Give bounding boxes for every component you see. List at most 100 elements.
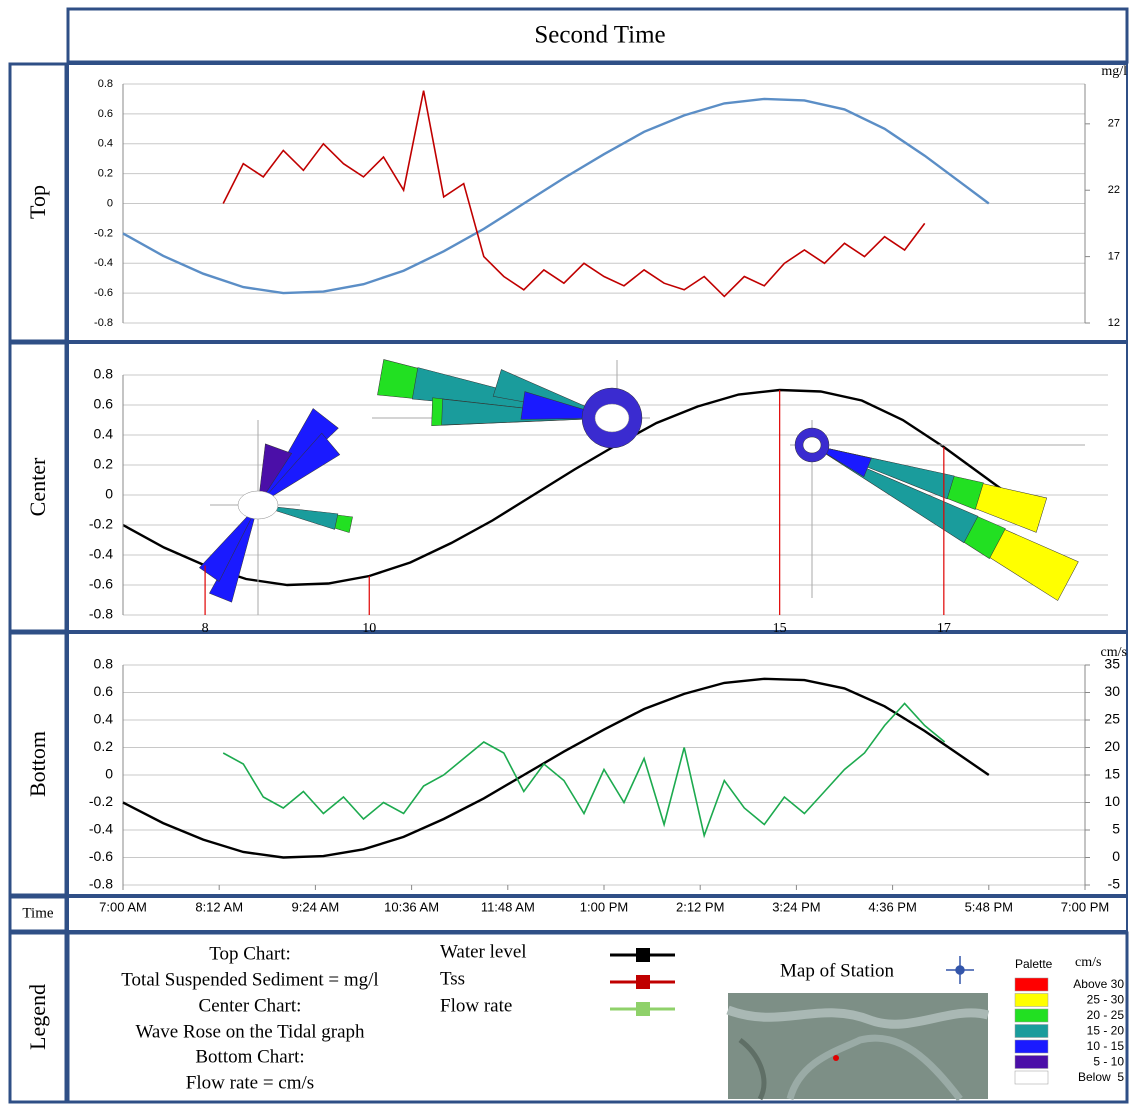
y-tick-label: 0.4	[98, 138, 113, 150]
palette-label: 10 - 15	[1087, 1039, 1125, 1053]
y2-axis-label: mg/l	[1101, 64, 1127, 79]
y-tick-label: -0.4	[89, 546, 113, 562]
y-tick-label: 0.6	[94, 683, 114, 699]
legend-label: Flow rate	[440, 995, 512, 1016]
palette-label: 15 - 20	[1087, 1024, 1125, 1038]
y-tick-label: -0.6	[89, 576, 113, 592]
legend-note: Bottom Chart:	[195, 1046, 304, 1067]
x-tick-label: 4:36 PM	[868, 899, 916, 914]
legend-marker	[636, 948, 650, 962]
palette-label: Below 5	[1078, 1070, 1124, 1084]
rose-center	[238, 491, 278, 519]
y-tick-label: -0.6	[89, 848, 113, 864]
y-tick-label: -0.4	[94, 257, 113, 269]
y-tick-label: -0.4	[89, 821, 113, 837]
x-tick-label: 3:24 PM	[772, 899, 820, 914]
y2-tick-label: 27	[1108, 118, 1120, 130]
y-tick-label: -0.2	[89, 793, 113, 809]
rose-center	[803, 437, 821, 453]
palette-label: Above 30	[1073, 977, 1124, 991]
y2-tick-label: 5	[1112, 821, 1120, 837]
palette-swatch	[1015, 1040, 1048, 1053]
rose-center	[595, 404, 629, 432]
row-label: Bottom	[25, 731, 50, 797]
y-tick-label: 0.8	[94, 656, 114, 672]
y2-tick-label: 20	[1104, 738, 1120, 754]
y-tick-label: 0	[107, 197, 113, 209]
palette-swatch	[1015, 978, 1048, 991]
row-label: Top	[25, 185, 50, 219]
map-title: Map of Station	[780, 960, 894, 981]
palette-unit: cm/s	[1075, 955, 1101, 970]
x-tick-label: 8	[202, 621, 209, 636]
x-tick-label: 15	[773, 621, 787, 636]
x-tick-label: 5:48 PM	[965, 899, 1013, 914]
legend-marker	[636, 975, 650, 989]
x-tick-label: 8:12 AM	[195, 899, 243, 914]
station-map	[728, 993, 988, 1099]
y2-tick-label: 15	[1104, 766, 1120, 782]
x-tick-label: 11:48 AM	[481, 899, 535, 914]
y-tick-label: -0.8	[89, 876, 113, 892]
compass-center	[956, 966, 964, 974]
y-tick-label: -0.8	[94, 317, 113, 329]
row-label: Legend	[25, 984, 50, 1050]
figure: Second Time Top Center Bottom Time Legen…	[0, 0, 1129, 1104]
palette-title: Palette	[1015, 957, 1053, 971]
x-tick-label: 10:36 AM	[384, 899, 439, 914]
x-tick-label: 17	[937, 621, 951, 636]
palette-swatch	[1015, 1025, 1048, 1038]
y-tick-label: 0.4	[94, 426, 114, 442]
y-tick-label: 0.6	[94, 396, 114, 412]
legend-note: Flow rate = cm/s	[186, 1072, 314, 1093]
y-tick-label: 0.8	[94, 366, 114, 382]
palette-swatch	[1015, 994, 1048, 1007]
palette-swatch	[1015, 1071, 1048, 1084]
y2-tick-label: 10	[1104, 793, 1120, 809]
y-tick-label: -0.2	[94, 227, 113, 239]
legend-note: Top Chart:	[209, 943, 291, 964]
y-tick-label: 0	[105, 766, 113, 782]
panel-box	[68, 633, 1127, 895]
x-tick-label: 7:00 AM	[99, 899, 147, 914]
y-tick-label: -0.2	[89, 516, 113, 532]
y2-axis-label: cm/s	[1101, 645, 1127, 660]
y2-tick-label: 17	[1108, 251, 1120, 263]
y-tick-label: 0.2	[94, 738, 114, 754]
row-label: Time	[22, 905, 53, 921]
y-tick-label: 0	[105, 486, 113, 502]
y-tick-label: -0.8	[89, 606, 113, 622]
x-tick-label: 2:12 PM	[676, 899, 724, 914]
y2-tick-label: -5	[1108, 876, 1121, 892]
y-tick-label: -0.6	[94, 287, 113, 299]
legend-label: Tss	[440, 968, 465, 989]
panel-box	[68, 64, 1127, 341]
page-title: Second Time	[534, 22, 665, 49]
palette-swatch	[1015, 1009, 1048, 1022]
y-tick-label: 0.6	[98, 108, 113, 120]
y-tick-label: 0.8	[98, 78, 113, 90]
legend-note: Wave Rose on the Tidal graph	[135, 1021, 365, 1042]
palette-label: 20 - 25	[1087, 1008, 1125, 1022]
station-marker	[833, 1055, 839, 1061]
y2-tick-label: 12	[1108, 317, 1120, 329]
x-tick-label: 7:00 PM	[1061, 899, 1109, 914]
legend-note: Total Suspended Sediment = mg/l	[121, 969, 378, 990]
y-tick-label: 0.2	[98, 168, 113, 180]
x-tick-label: 10	[362, 621, 376, 636]
y-tick-label: 0.2	[94, 456, 114, 472]
y-tick-label: 0.4	[94, 711, 114, 727]
palette-swatch	[1015, 1056, 1048, 1069]
legend-label: Water level	[440, 941, 527, 962]
palette-label: 25 - 30	[1087, 993, 1125, 1007]
legend-note: Center Chart:	[199, 995, 302, 1016]
x-tick-label: 9:24 AM	[292, 899, 340, 914]
x-tick-label: 1:00 PM	[580, 899, 628, 914]
row-label: Center	[25, 457, 50, 516]
y2-tick-label: 30	[1104, 683, 1120, 699]
y2-tick-label: 0	[1112, 848, 1120, 864]
palette-label: 5 - 10	[1093, 1055, 1124, 1069]
y2-tick-label: 22	[1108, 184, 1120, 196]
y2-tick-label: 25	[1104, 711, 1120, 727]
legend-marker	[636, 1002, 650, 1016]
